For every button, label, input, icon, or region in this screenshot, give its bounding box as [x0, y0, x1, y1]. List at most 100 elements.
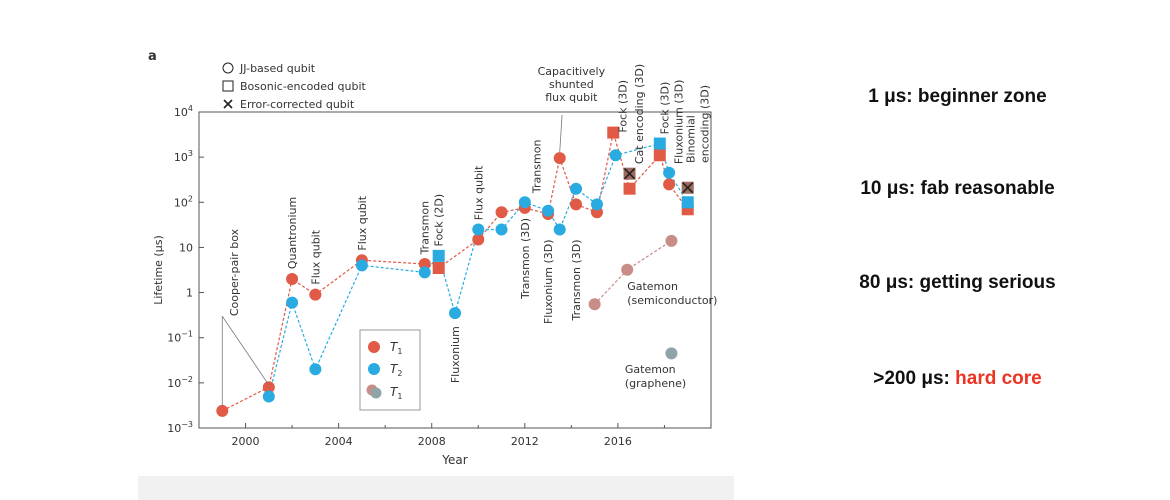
data-point [433, 250, 445, 262]
color-legend-label: T1 [390, 385, 402, 401]
data-point [665, 235, 677, 247]
data-point [433, 262, 445, 274]
data-point [286, 297, 298, 309]
x-tick-label: 2016 [604, 435, 632, 448]
y-tick-label: 10−1 [167, 330, 193, 345]
data-point [589, 298, 601, 310]
data-point [449, 307, 461, 319]
x-tick-label: 2000 [232, 435, 260, 448]
point-annotation: Fock (3D) [658, 82, 671, 135]
point-annotation: Flux qubit [472, 165, 485, 220]
data-point [263, 390, 275, 402]
note-label-highlight: hard core [955, 368, 1042, 389]
data-point [519, 196, 531, 208]
legend-square-icon [223, 81, 233, 91]
point-annotation: Cooper-pair box [228, 228, 241, 316]
figure-panel: a 10−3 10−2 10−1 1 10 102 103 104 2000 2004 2008 201… [138, 0, 734, 476]
color-legend-label: T1 [390, 340, 402, 356]
note-hard-core: >200 μs: hard core [745, 368, 1170, 390]
data-point [542, 205, 554, 217]
x-axis-label: Year [441, 453, 467, 467]
y-tick-label: 103 [174, 149, 193, 164]
note-getting-serious: 80 μs: getting serious [745, 272, 1170, 294]
data-point [570, 198, 582, 210]
x-tick-label: 2008 [418, 435, 446, 448]
legend-cross-icon [224, 100, 232, 108]
capacitively-shunted-label: flux qubit [545, 91, 598, 104]
data-point [663, 167, 675, 179]
x-tick-label: 2004 [325, 435, 353, 448]
gatemon-graphene-label: (graphene) [625, 377, 686, 390]
note-label: beginner zone [918, 86, 1047, 107]
point-annotation: Transmon [419, 201, 432, 256]
note-value: 80 μs: [859, 272, 919, 293]
data-point [216, 405, 228, 417]
data-point [682, 196, 694, 208]
figure-bottom-band [138, 476, 734, 500]
x-tick-label: 2012 [511, 435, 539, 448]
y-tick-label: 10−3 [167, 420, 193, 435]
data-point [419, 266, 431, 278]
data-point [309, 289, 321, 301]
color-legend-label: T2 [390, 362, 402, 378]
note-label: getting serious [920, 272, 1056, 293]
point-annotation: Fluxonium [449, 326, 462, 383]
binomial-encoding-label: Binomial [685, 115, 698, 163]
shape-legend-label: JJ-based qubit [239, 62, 316, 75]
data-point [554, 223, 566, 235]
y-tick-label: 102 [174, 194, 193, 209]
note-fab-reasonable: 10 μs: fab reasonable [745, 178, 1170, 200]
note-value: >200 μs: [873, 368, 955, 389]
binomial-encoding-label: encoding (3D) [699, 85, 712, 163]
data-point [570, 183, 582, 195]
data-point [654, 149, 666, 161]
legend-gatemon-icon [371, 388, 382, 399]
gatemon-semiconductor-label: Gatemon [627, 280, 678, 293]
point-annotation: Transmon (3D) [570, 239, 583, 321]
shape-legend-label: Error-corrected qubit [240, 98, 355, 111]
y-tick-label: 1 [186, 287, 193, 300]
data-point [496, 223, 508, 235]
point-annotation: Flux qubit [356, 195, 369, 250]
y-axis-label: Lifetime (μs) [152, 235, 165, 305]
y-tick-label: 104 [174, 104, 193, 119]
data-point [610, 149, 622, 161]
panel-label: a [148, 49, 157, 64]
lifetime-chart: a 10−3 10−2 10−1 1 10 102 103 104 2000 2004 2008 201… [138, 0, 734, 476]
point-annotation: Cat encoding (3D) [633, 64, 646, 164]
shape-legend-label: Bosonic-encoded qubit [240, 80, 367, 93]
data-point [654, 138, 666, 150]
data-point [621, 264, 633, 276]
point-annotation: Fluxonium (3D) [672, 80, 685, 165]
data-point [554, 152, 566, 164]
note-value: 10 μs: [860, 178, 920, 199]
capacitively-shunted-label: shunted [549, 78, 594, 91]
data-point [496, 206, 508, 218]
point-annotation: Fluxonium (3D) [542, 239, 555, 324]
point-annotation: Transmon (3D) [519, 218, 532, 300]
y-tick-label: 10 [179, 241, 193, 254]
data-point [663, 178, 675, 190]
legend-circle-icon [223, 63, 233, 73]
y-tick-label: 10−2 [167, 375, 193, 390]
data-point [665, 347, 677, 359]
leader-line [560, 115, 562, 152]
gatemon-semiconductor-label: (semiconductor) [627, 294, 717, 307]
note-beginner-zone: 1 μs: beginner zone [745, 86, 1170, 108]
point-annotation: Transmon [530, 140, 543, 195]
point-annotation: Fock (2D) [433, 194, 446, 247]
data-point [286, 273, 298, 285]
note-value: 1 μs: [868, 86, 918, 107]
point-annotation: Flux qubit [309, 229, 322, 284]
note-label: fab reasonable [921, 178, 1055, 199]
gatemon-graphene-label: Gatemon [625, 363, 676, 376]
data-point [309, 363, 321, 375]
legend-t2-icon [368, 363, 380, 375]
legend-t1-icon [368, 341, 380, 353]
capacitively-shunted-label: Capacitively [538, 65, 606, 78]
data-point [624, 183, 636, 195]
data-point [356, 259, 368, 271]
data-point [591, 198, 603, 210]
leader-line [222, 316, 269, 385]
point-annotation: Fock (3D) [617, 80, 630, 133]
